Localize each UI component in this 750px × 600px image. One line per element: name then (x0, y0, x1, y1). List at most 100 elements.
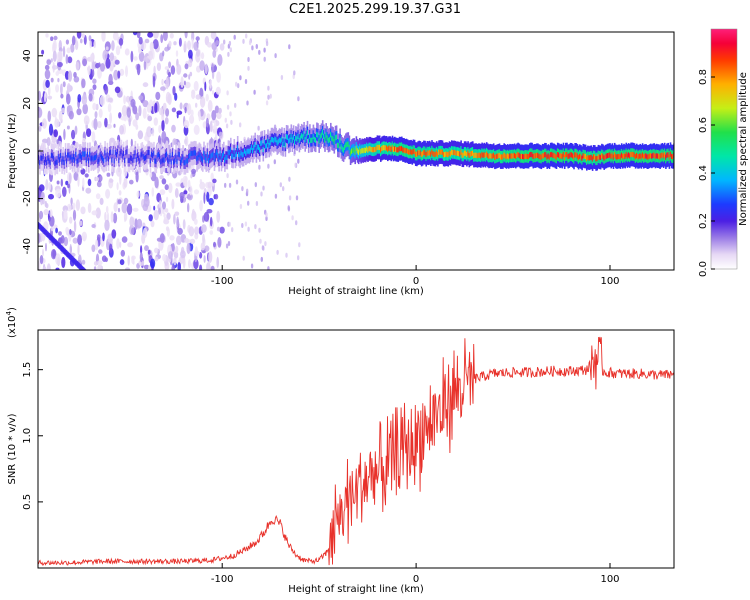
spectrogram-noise-cell (58, 110, 63, 122)
spectrogram-track-core (425, 151, 427, 158)
spectrogram-noise-cell (287, 205, 290, 211)
spectrogram-noise-cell (45, 203, 49, 209)
spectrogram-track-core (205, 157, 208, 163)
spectrogram-noise-cell (261, 245, 265, 251)
spectrogram-noise-cell (199, 96, 206, 108)
colorbar-label: Normalized spectral amplitude (738, 72, 749, 226)
spectrogram-noise-cell (196, 49, 200, 57)
spectrogram-noise-cell (175, 182, 181, 187)
spectrogram-track-core (218, 157, 220, 163)
spectrogram-track-core (451, 149, 453, 155)
spectrogram-track-core (296, 136, 298, 142)
spectrogram-track-core (560, 153, 562, 159)
spectrogram-track-core (82, 151, 84, 157)
spectrogram-track-core (458, 151, 460, 157)
spectrogram-noise-cell (129, 179, 134, 185)
spectrogram-track-core (364, 147, 367, 153)
spectrogram-track-core (337, 142, 339, 148)
spectrogram-track-core (345, 142, 347, 148)
spectrogram-streak-cell (90, 276, 94, 282)
spectrogram-track-core (522, 153, 524, 160)
spectrogram-track-core (245, 150, 247, 156)
spectrogram-noise-cell (46, 59, 52, 65)
spectrogram-noise-cell (294, 162, 297, 168)
spectrogram-noise-cell (165, 108, 170, 117)
spectrogram-streak-cell (97, 282, 101, 288)
spectrogram-noise-cell (105, 57, 111, 69)
spectrogram-noise-cell (104, 85, 109, 95)
spectrogram-track-core (655, 153, 658, 159)
spectrogram-track-core (558, 152, 560, 158)
spectrogram-track-core (92, 156, 95, 162)
spectrogram-noise-cell (114, 59, 120, 65)
spectrogram-noise-cell (60, 83, 63, 95)
spectrogram-noise-cell (166, 196, 169, 202)
spectrogram-noise-cell (97, 260, 103, 266)
spectrogram-noise-cell (124, 48, 130, 56)
spectrogram-noise-cell (109, 52, 115, 61)
colorbar-tick-label: 0.4 (698, 165, 709, 181)
spectrogram-noise-cell (95, 103, 99, 111)
spectrogram-track-core (76, 158, 78, 165)
spectrogram-noise-cell (150, 220, 155, 228)
spectrogram-track-core (232, 153, 234, 160)
spectrogram-noise-cell (118, 38, 124, 46)
spectrogram-track-core (134, 150, 137, 156)
spectrogram-noise-cell (191, 32, 195, 42)
spectrogram-noise-cell (107, 97, 113, 103)
spectrogram-noise-cell (161, 113, 165, 121)
spectrogram-track-core (660, 153, 662, 159)
spectrogram-track-core (240, 150, 242, 156)
spectrogram-noise-cell (176, 216, 180, 228)
spectrogram-noise-cell (101, 255, 107, 262)
spectrogram-noise-cell (189, 114, 195, 125)
spectrogram-track-core (312, 133, 315, 140)
spectrogram-noise-cell (94, 111, 98, 119)
spectrogram-noise-cell (40, 191, 45, 200)
spectrogram-noise-cell (38, 90, 41, 102)
spectrogram-noise-cell (136, 190, 140, 198)
spectrogram-noise-cell (259, 238, 262, 244)
spectrogram-noise-cell (125, 65, 128, 77)
spectrogram-track-core (374, 147, 376, 153)
spectrogram-track-core (104, 150, 106, 156)
spectrogram-noise-cell (41, 49, 45, 55)
spectrogram-track-core (573, 154, 575, 160)
spectrogram-track-core (184, 160, 187, 166)
spectrogram-track-core (555, 154, 558, 160)
spectrogram-noise-cell (63, 128, 66, 141)
spectrogram-noise-cell (98, 249, 103, 254)
spectrogram-track-core (496, 153, 498, 159)
spectrogram-noise-cell (73, 220, 77, 233)
spectrogram-track-core (324, 137, 326, 143)
spectrogram-track-core (261, 140, 263, 146)
spectrogram-noise-cell (183, 73, 188, 78)
spectrogram-track-core (604, 154, 607, 160)
spectrogram-noise-cell (152, 75, 156, 88)
spectrogram-noise-cell (168, 251, 173, 260)
spectrogram-noise-cell (175, 50, 179, 57)
spectrogram-noise-cell (160, 34, 164, 44)
spectrogram-noise-cell (205, 117, 209, 128)
spectrogram-track-core (378, 144, 381, 150)
spectrogram-track-core (465, 150, 467, 156)
spectrogram-track-core (568, 153, 571, 159)
snr-multiplier-label: (x104) (5, 307, 18, 338)
spectrogram-track-core (95, 154, 97, 161)
spectrogram-noise-cell (99, 95, 106, 106)
spectrogram-track-core (241, 152, 244, 158)
spectrogram-noise-cell (203, 255, 206, 263)
spectrogram-noise-cell (153, 65, 156, 76)
spectrogram-track-core (524, 153, 526, 159)
spectrogram-track-core (267, 138, 269, 144)
spectrogram-noise-cell (246, 188, 249, 194)
spectrogram-noise-cell (119, 173, 122, 185)
spectrogram-noise-cell (274, 193, 278, 199)
spectrogram-track-core (391, 144, 394, 151)
spectrogram-noise-cell (83, 115, 90, 126)
spectrogram-noise-cell (239, 204, 243, 209)
spectrogram-noise-cell (176, 112, 179, 119)
spectrogram-noise-cell (253, 89, 256, 95)
spectrogram-noise-cell (183, 80, 186, 86)
